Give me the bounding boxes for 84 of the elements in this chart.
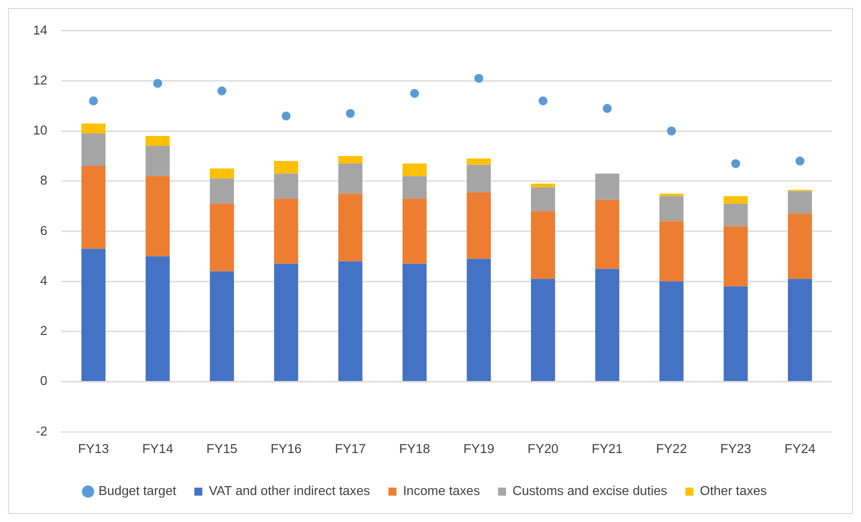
y-tick-label: -2 bbox=[36, 423, 48, 438]
bar bbox=[274, 174, 298, 199]
bar bbox=[402, 176, 427, 199]
bar bbox=[530, 184, 556, 188]
bar bbox=[146, 176, 170, 256]
bar bbox=[724, 286, 748, 381]
bar bbox=[338, 156, 362, 164]
bar bbox=[338, 194, 362, 262]
legend-label: Budget target bbox=[98, 483, 177, 498]
point bbox=[731, 159, 740, 168]
bar bbox=[81, 248, 106, 381]
bar bbox=[274, 264, 298, 381]
bar bbox=[402, 198, 427, 264]
bar bbox=[530, 211, 556, 279]
bar bbox=[724, 204, 748, 226]
y-tick-label: 12 bbox=[32, 72, 48, 88]
x-tick-label: FY14 bbox=[142, 441, 174, 456]
bar bbox=[530, 278, 556, 381]
x-tick-label: FY23 bbox=[720, 441, 752, 456]
bar bbox=[210, 271, 234, 381]
x-tick-label: FY21 bbox=[592, 441, 623, 456]
x-tick-label: FY17 bbox=[334, 441, 366, 456]
x-tick-label: FY22 bbox=[656, 441, 687, 456]
point bbox=[346, 108, 355, 118]
bar bbox=[402, 264, 427, 381]
bar bbox=[81, 166, 106, 249]
bar bbox=[81, 123, 106, 134]
bar bbox=[146, 146, 170, 176]
y-tick-label: 2 bbox=[40, 323, 48, 338]
bar bbox=[659, 221, 684, 282]
x-tick-label: FY24 bbox=[784, 441, 816, 456]
y-tick-label: 4 bbox=[40, 272, 48, 288]
bar bbox=[659, 194, 684, 196]
bar bbox=[595, 268, 620, 381]
bar bbox=[788, 214, 812, 279]
y-tick-label: 14 bbox=[32, 22, 48, 38]
x-tick-label: FY15 bbox=[206, 441, 238, 456]
y-tick-label: 6 bbox=[40, 222, 48, 238]
bar bbox=[210, 168, 234, 179]
legend-label: Customs and excise duties bbox=[512, 483, 668, 498]
bar bbox=[210, 204, 234, 272]
bar bbox=[530, 187, 556, 212]
legend-label: Other taxes bbox=[700, 483, 767, 498]
bar bbox=[724, 196, 748, 204]
bar bbox=[466, 258, 491, 381]
bar bbox=[466, 158, 491, 165]
x-tick-label: FY19 bbox=[463, 441, 494, 456]
bar bbox=[402, 164, 427, 176]
point bbox=[282, 111, 291, 120]
point bbox=[602, 104, 612, 113]
bar bbox=[338, 164, 362, 194]
bar bbox=[788, 191, 812, 214]
bar bbox=[595, 174, 620, 200]
point bbox=[538, 96, 548, 106]
bar bbox=[466, 164, 491, 192]
bar bbox=[788, 278, 812, 381]
y-tick-label: 8 bbox=[40, 172, 48, 188]
point bbox=[795, 156, 804, 166]
bar bbox=[146, 136, 170, 146]
bar bbox=[595, 200, 620, 269]
bar bbox=[81, 133, 106, 166]
legend-label: Income taxes bbox=[402, 483, 480, 498]
x-tick-label: FY13 bbox=[78, 441, 109, 456]
point bbox=[666, 126, 676, 136]
point bbox=[217, 86, 226, 96]
x-tick-label: FY16 bbox=[270, 441, 302, 456]
bar bbox=[338, 261, 362, 381]
y-tick-label: 0 bbox=[40, 373, 48, 388]
bar bbox=[274, 161, 298, 174]
x-tick-label: FY18 bbox=[399, 441, 430, 456]
bar bbox=[146, 256, 170, 381]
point bbox=[474, 74, 484, 83]
y-tick-label: 10 bbox=[32, 122, 48, 138]
legend-label: VAT and other indirect taxes bbox=[208, 483, 370, 498]
bar bbox=[659, 281, 684, 381]
point bbox=[410, 88, 420, 98]
x-tick-label: FY20 bbox=[528, 441, 559, 456]
bar bbox=[274, 198, 298, 264]
bar bbox=[724, 226, 748, 286]
point bbox=[88, 96, 98, 106]
point bbox=[153, 78, 162, 88]
bar bbox=[659, 196, 684, 222]
bar bbox=[210, 178, 234, 204]
bar bbox=[466, 192, 491, 259]
